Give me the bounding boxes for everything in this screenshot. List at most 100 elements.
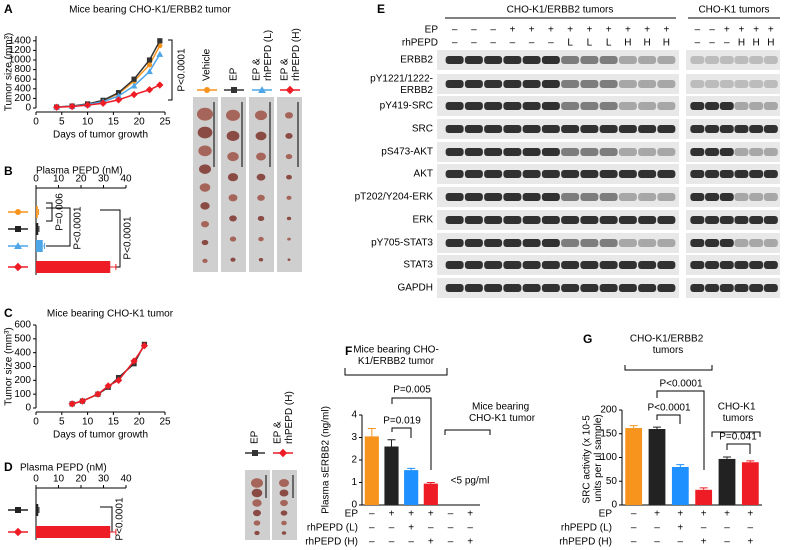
tumor	[229, 215, 237, 222]
series-line	[71, 344, 146, 405]
blot-row-label: pY419-SRC	[380, 101, 433, 112]
y-tick-label: 600	[14, 320, 31, 331]
blot-band	[657, 80, 676, 88]
tumor	[287, 237, 291, 241]
x-tick-label: 15	[108, 117, 120, 128]
blot-band	[464, 56, 483, 64]
condition-name: rhPEPD (L)	[307, 523, 358, 534]
tumor	[258, 257, 264, 262]
lane-label: –	[529, 38, 535, 49]
blot-band	[705, 56, 720, 64]
blot-band	[734, 80, 749, 88]
blot-band	[638, 170, 657, 178]
blot-band	[638, 148, 657, 156]
blot-band	[763, 216, 778, 224]
blot-band	[599, 170, 618, 178]
x-tick-label: 25	[159, 417, 171, 428]
condition-value: +	[654, 509, 660, 520]
lane-label: L	[587, 38, 593, 49]
y-tick-label: 400	[14, 83, 31, 94]
condition-value: –	[448, 523, 454, 534]
y-tick-label: 200	[14, 93, 31, 104]
bar	[741, 462, 759, 505]
annotation: CHO-K1/ERBB2 tumors	[630, 333, 706, 356]
bracket	[46, 207, 71, 247]
blot-band	[541, 170, 560, 178]
blot-band	[541, 284, 560, 292]
blot-band	[618, 125, 637, 133]
blot-band	[763, 102, 778, 110]
condition-name: rhPEPD	[402, 38, 438, 49]
blot-band	[599, 125, 618, 133]
lane-label: –	[548, 38, 554, 49]
blot-row-label: STAT3	[403, 260, 433, 271]
y-tick-label: 200	[14, 375, 31, 386]
legend-label: EP & rhPEPD (L)	[251, 30, 274, 81]
condition-value: +	[428, 537, 434, 548]
blot-row-label: pT202/Y204-ERK	[355, 192, 434, 203]
series-line	[71, 345, 145, 405]
error-bar	[676, 464, 685, 467]
blot-row-label: pY705-STAT3	[371, 238, 433, 249]
blot-band	[719, 148, 734, 156]
blot-band	[749, 193, 764, 201]
bar	[36, 526, 111, 538]
condition-name: EP	[599, 509, 613, 520]
annotation: P<0.0001	[123, 216, 134, 260]
y-tick-label: 0	[25, 403, 31, 414]
condition-name: rhPEPD (L)	[561, 523, 612, 534]
blot-band	[445, 170, 464, 178]
data-point	[145, 86, 154, 94]
blot-band	[561, 261, 580, 269]
blot-band	[705, 170, 720, 178]
error-bar	[387, 439, 396, 447]
data-point	[115, 92, 122, 99]
condition-value: +	[428, 509, 434, 520]
condition-value: +	[389, 509, 395, 520]
lane-label: +	[644, 25, 650, 36]
tumor	[281, 520, 287, 526]
x-tick-label: 15	[108, 417, 120, 428]
blot-band	[690, 102, 705, 110]
panel-label: F	[345, 344, 352, 358]
blot-band	[445, 261, 464, 269]
legend-label: Vehicle	[202, 48, 213, 81]
condition-name: rhPEPD (H)	[305, 537, 358, 548]
data-point	[83, 101, 92, 109]
blot-band	[503, 193, 522, 201]
blot-band	[464, 193, 483, 201]
blot-band	[599, 56, 618, 64]
blot-band	[734, 216, 749, 224]
blot-band	[503, 125, 522, 133]
tumor	[251, 478, 263, 488]
tumor	[228, 194, 238, 202]
blot-band	[719, 170, 734, 178]
x-tick-label: 30	[98, 174, 110, 185]
legend-marker	[285, 85, 295, 95]
blot-row-label: ERK	[412, 215, 433, 226]
blot-row-label: AKT	[414, 169, 433, 180]
blot-band	[638, 261, 657, 269]
blot-band	[734, 125, 749, 133]
lane-label: +	[739, 25, 745, 36]
lane-label: L	[567, 38, 573, 49]
lane-label: +	[548, 25, 554, 36]
y-tick-label: 0	[25, 103, 31, 114]
blot-band	[464, 284, 483, 292]
condition-value: –	[724, 523, 730, 534]
blot-band	[749, 102, 764, 110]
blot-band	[657, 239, 676, 247]
blot-band	[719, 261, 734, 269]
blot-band	[638, 284, 657, 292]
blot-band	[541, 239, 560, 247]
series-line	[56, 53, 161, 108]
blot-band	[580, 102, 599, 110]
blot-band	[749, 239, 764, 247]
blot-band	[719, 193, 734, 201]
blot-band	[618, 284, 637, 292]
blot-band	[561, 170, 580, 178]
blot-band	[734, 102, 749, 110]
lane-label: H	[753, 38, 760, 49]
blot-band	[503, 148, 522, 156]
blot-strip	[686, 74, 780, 94]
